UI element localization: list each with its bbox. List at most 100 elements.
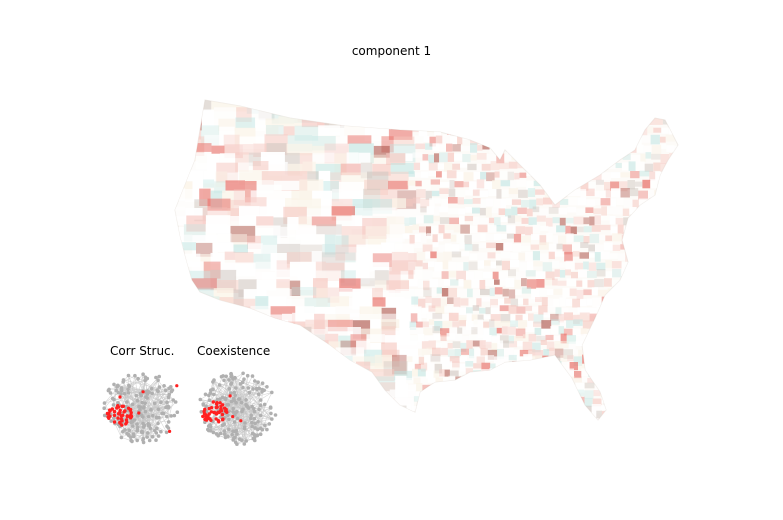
- county-cell: [215, 171, 228, 188]
- county-cell: [349, 297, 361, 309]
- county-cell: [573, 319, 583, 326]
- county-cell: [326, 425, 337, 434]
- network-node: [123, 428, 127, 432]
- county-cell: [560, 190, 567, 197]
- network-node: [243, 421, 247, 425]
- county-cell: [200, 254, 211, 272]
- highlighted-node: [110, 407, 114, 411]
- county-cell: [427, 412, 436, 419]
- county-cell: [439, 206, 449, 213]
- county-cell: [634, 296, 642, 304]
- county-cell: [609, 397, 619, 406]
- county-cell: [433, 116, 444, 126]
- county-cell: [499, 305, 509, 312]
- county-cell: [485, 355, 495, 362]
- highlighted-node: [175, 384, 179, 388]
- county-cell: [684, 420, 690, 428]
- county-cell: [346, 417, 366, 420]
- county-cell: [529, 199, 537, 210]
- county-cell: [432, 389, 442, 396]
- network-node: [130, 439, 134, 444]
- county-cell: [499, 335, 509, 344]
- county-cell: [493, 389, 499, 397]
- network-node: [111, 403, 116, 407]
- county-cell: [612, 244, 621, 251]
- county-cell: [185, 170, 204, 182]
- county-cell: [335, 418, 347, 420]
- county-cell: [540, 162, 548, 169]
- county-cell: [582, 145, 593, 154]
- county-cell: [411, 296, 419, 305]
- county-cell: [663, 280, 673, 287]
- network-node: [198, 397, 203, 402]
- county-cell: [534, 404, 541, 412]
- county-cell: [505, 107, 515, 116]
- county-cell: [461, 348, 469, 355]
- county-cell: [235, 312, 261, 327]
- county-cell: [615, 298, 625, 306]
- county-cell: [662, 298, 673, 308]
- county-cell: [521, 278, 527, 287]
- county-cell: [576, 289, 584, 300]
- county-cell: [578, 135, 588, 142]
- network-node: [130, 402, 135, 407]
- county-cell: [227, 172, 240, 184]
- county-cell: [500, 356, 509, 367]
- county-cell: [373, 145, 390, 158]
- county-cell: [515, 289, 522, 296]
- network-node: [260, 381, 265, 385]
- county-cell: [541, 328, 551, 339]
- network-node: [135, 422, 139, 426]
- county-cell: [503, 242, 513, 252]
- network-node: [131, 424, 135, 428]
- county-cell: [549, 347, 555, 356]
- county-cell: [574, 371, 582, 379]
- county-cell: [481, 296, 491, 302]
- county-cell: [554, 269, 560, 277]
- county-cell: [544, 278, 552, 286]
- county-cell: [426, 116, 434, 126]
- county-cell: [629, 188, 639, 197]
- county-cell: [555, 389, 561, 400]
- county-cell: [420, 233, 427, 243]
- network-node: [242, 426, 247, 431]
- county-cell: [641, 135, 651, 143]
- county-cell: [444, 305, 453, 313]
- county-cell: [584, 340, 591, 350]
- county-cell: [679, 117, 684, 127]
- county-cell: [525, 361, 531, 368]
- county-cell: [619, 181, 628, 192]
- county-cell: [679, 406, 685, 412]
- county-cell: [601, 306, 612, 316]
- county-cell: [467, 425, 472, 430]
- county-cell: [476, 356, 485, 364]
- county-cell: [448, 197, 458, 204]
- network-node: [119, 388, 124, 393]
- county-cell: [558, 326, 564, 335]
- county-cell: [631, 305, 638, 314]
- county-cell: [636, 100, 647, 110]
- county-cell: [555, 134, 565, 143]
- county-cell: [297, 100, 316, 122]
- county-cell: [307, 171, 319, 181]
- county-cell: [536, 361, 544, 368]
- county-cell: [593, 390, 601, 397]
- county-cell: [417, 118, 426, 125]
- county-cell: [441, 391, 452, 397]
- county-cell: [206, 326, 219, 335]
- county-cell: [681, 362, 687, 371]
- network-node: [126, 387, 130, 392]
- county-cell: [552, 170, 562, 178]
- county-cell: [450, 118, 456, 128]
- county-cell: [664, 405, 674, 414]
- county-cell: [601, 326, 612, 333]
- county-cell: [636, 224, 647, 230]
- county-cell: [646, 342, 655, 349]
- county-cell: [605, 260, 612, 268]
- county-cell: [671, 180, 678, 188]
- county-cell: [553, 298, 560, 307]
- county-cell: [485, 341, 492, 349]
- county-cell: [508, 161, 518, 169]
- county-cell: [635, 161, 645, 172]
- network-node: [145, 435, 149, 439]
